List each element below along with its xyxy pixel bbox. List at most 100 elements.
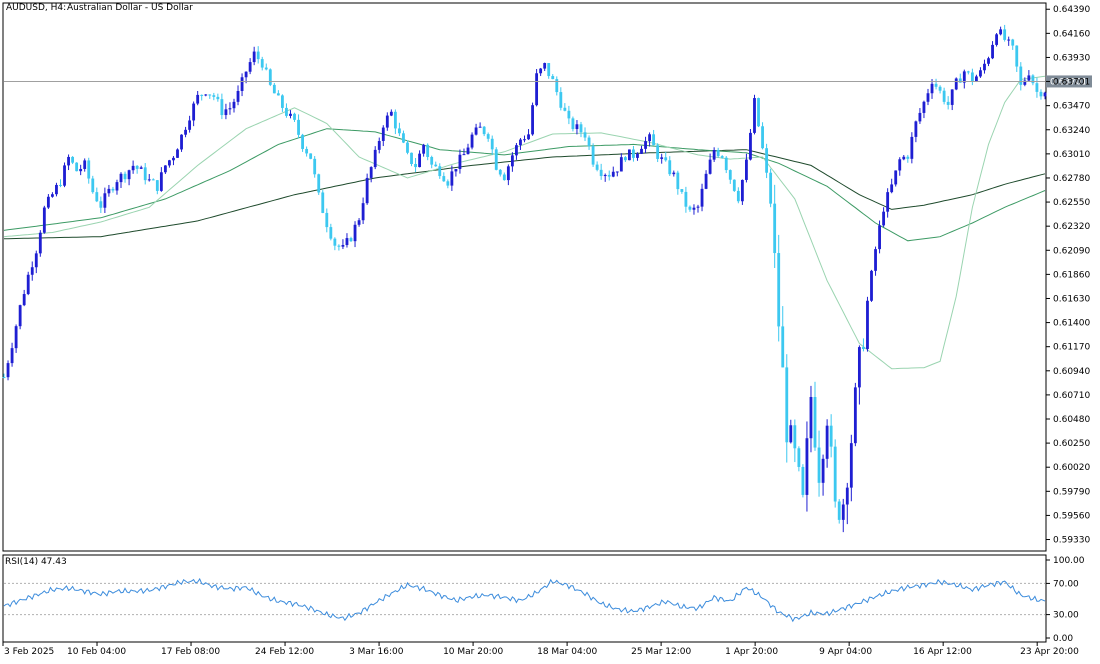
candlestick bbox=[289, 110, 292, 119]
price-axis-label: 0.60940 bbox=[1053, 367, 1090, 377]
candle-body bbox=[922, 101, 926, 113]
candlestick bbox=[38, 230, 42, 257]
candle-body bbox=[349, 238, 353, 242]
candlestick bbox=[510, 152, 514, 172]
candle-body bbox=[131, 165, 135, 171]
candlestick bbox=[276, 90, 280, 96]
candle-body bbox=[983, 63, 986, 71]
candlestick bbox=[10, 342, 14, 367]
candle-body bbox=[797, 448, 801, 467]
candle-body bbox=[135, 165, 139, 169]
candle-body bbox=[813, 397, 817, 448]
candle-body bbox=[127, 170, 131, 180]
candlestick bbox=[543, 62, 547, 72]
candlestick bbox=[648, 132, 651, 147]
candlestick bbox=[837, 499, 841, 524]
candle-body bbox=[192, 103, 196, 121]
candlestick bbox=[466, 143, 470, 155]
candle-body bbox=[301, 134, 304, 149]
candlestick bbox=[599, 163, 603, 180]
candle-body bbox=[458, 154, 462, 170]
candle-body bbox=[79, 168, 83, 172]
candlestick bbox=[14, 324, 18, 353]
candle-body bbox=[442, 176, 446, 182]
candlestick bbox=[321, 190, 325, 214]
candle-body bbox=[692, 207, 696, 210]
candle-body bbox=[333, 238, 337, 246]
candlestick bbox=[430, 155, 434, 169]
candlestick bbox=[886, 188, 890, 218]
price-panel[interactable] bbox=[2, 2, 1047, 552]
candle-body bbox=[14, 326, 18, 349]
candlestick bbox=[438, 163, 442, 179]
rsi-axis-label: 70.00 bbox=[1053, 579, 1079, 589]
candlestick bbox=[422, 143, 426, 157]
candle-body bbox=[313, 158, 317, 175]
candlestick bbox=[587, 135, 591, 150]
candle-body bbox=[930, 83, 934, 94]
candlestick bbox=[987, 56, 990, 67]
candle-body bbox=[579, 124, 583, 133]
candle-body bbox=[789, 425, 793, 443]
candle-body bbox=[321, 192, 325, 213]
candle-body bbox=[107, 188, 111, 194]
candlestick bbox=[938, 85, 942, 94]
time-axis-label: 16 Apr 12:00 bbox=[913, 647, 972, 657]
candle-body bbox=[155, 180, 159, 191]
candlestick bbox=[389, 109, 393, 117]
candlestick bbox=[30, 261, 34, 281]
candlestick bbox=[1007, 36, 1011, 46]
candle-body bbox=[527, 134, 530, 140]
candlestick bbox=[619, 153, 623, 172]
candlestick bbox=[942, 87, 946, 105]
candlestick bbox=[853, 382, 857, 447]
candlestick bbox=[317, 173, 321, 195]
candlestick bbox=[745, 153, 748, 183]
candlestick bbox=[664, 151, 668, 162]
candlestick bbox=[724, 156, 728, 174]
current-price-label: 0.63701 bbox=[1050, 77, 1087, 87]
candle-body bbox=[285, 107, 288, 116]
candle-body bbox=[837, 501, 841, 520]
candle-body bbox=[821, 458, 825, 483]
candle-body bbox=[571, 118, 575, 130]
candlestick bbox=[172, 156, 175, 166]
candlestick bbox=[623, 156, 627, 162]
candlestick bbox=[583, 127, 587, 142]
candle-body bbox=[398, 128, 401, 134]
candle-body bbox=[833, 446, 837, 502]
candlestick bbox=[789, 419, 793, 444]
candlestick bbox=[954, 77, 958, 91]
rsi-panel[interactable] bbox=[2, 554, 1047, 643]
candle-body bbox=[987, 58, 990, 64]
candlestick bbox=[777, 234, 781, 342]
candlestick bbox=[135, 165, 139, 174]
candlestick bbox=[515, 142, 518, 160]
candlestick bbox=[627, 149, 631, 161]
candle-body bbox=[668, 160, 672, 175]
candlestick bbox=[200, 94, 204, 101]
candlestick bbox=[18, 304, 22, 330]
candlestick bbox=[636, 152, 639, 161]
candlestick bbox=[1011, 38, 1015, 50]
candle-body bbox=[204, 94, 208, 96]
price-axis-label: 0.63930 bbox=[1053, 53, 1090, 63]
candle-body bbox=[757, 98, 760, 127]
candlestick bbox=[736, 187, 740, 204]
candle-body bbox=[252, 51, 256, 63]
candlestick bbox=[180, 134, 183, 152]
price-axis-label: 0.62090 bbox=[1053, 246, 1090, 256]
candle-body bbox=[950, 89, 954, 105]
candle-body bbox=[248, 62, 252, 72]
price-axis-label: 0.64160 bbox=[1053, 29, 1090, 39]
candlestick bbox=[1039, 89, 1043, 100]
candlestick bbox=[63, 162, 66, 188]
ma-fast-line bbox=[3, 75, 1046, 370]
candle-body bbox=[603, 174, 607, 177]
candlestick bbox=[71, 156, 75, 165]
candlestick bbox=[361, 197, 365, 225]
candlestick bbox=[595, 161, 599, 172]
candle-body bbox=[309, 153, 313, 159]
